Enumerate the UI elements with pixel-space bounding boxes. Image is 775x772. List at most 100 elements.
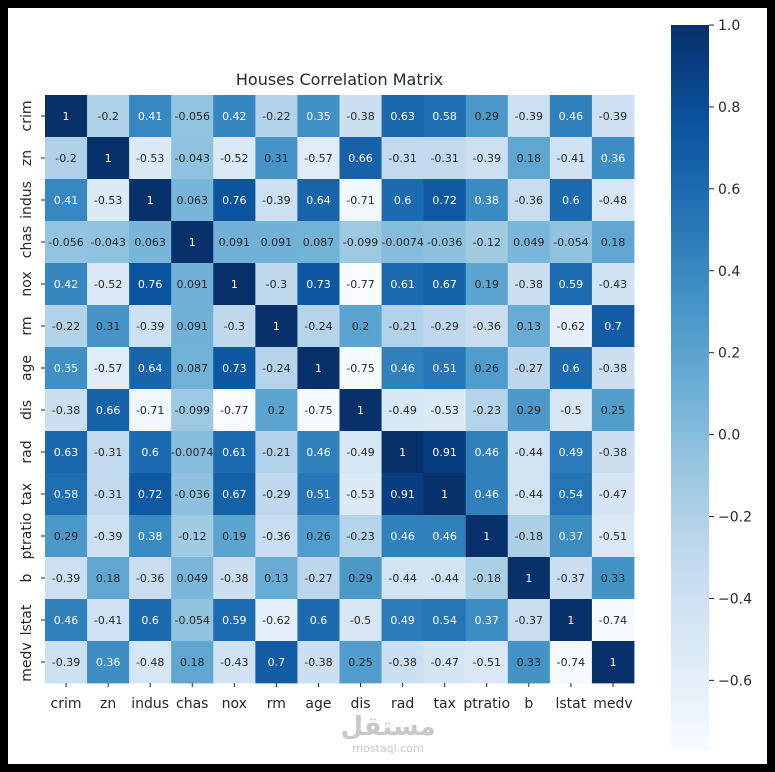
x-tick-label: zn [100,696,116,712]
cell-value-label: 0.087 [177,362,209,375]
cell-value-label: -0.36 [136,572,164,585]
cell-value-label: -0.43 [220,656,248,669]
heatmap-cell [339,473,382,516]
cell-value-label: -0.44 [515,488,543,501]
heatmap-cell [381,515,425,558]
cell-value-label: 0.73 [222,362,247,375]
cell-value-label: 0.091 [261,236,293,249]
heatmap-cell [465,221,509,264]
cell-value-label: -0.48 [136,656,164,669]
heatmap-cell [129,515,172,558]
cell-value-label: 0.6 [562,362,580,375]
cell-value-label: 0.19 [475,278,500,291]
heatmap-cell [45,347,88,390]
cell-value-label: -0.62 [262,614,290,627]
heatmap-cell [591,221,635,264]
cell-value-label: 0.51 [432,362,457,375]
heatmap-cell [171,347,214,390]
heatmap-cell [87,347,130,390]
heatmap-cell [87,95,130,138]
heatmap-cell [465,473,509,516]
y-tick-label: b [19,573,35,582]
heatmap-cell [171,137,214,180]
cell-value-label: 0.2 [352,320,370,333]
heatmap-cell [549,641,593,684]
heatmap-cell [465,95,509,138]
heatmap-cell [339,347,382,390]
y-tick-label: dis [19,400,35,420]
heatmap-cell [465,137,509,180]
heatmap-cell [549,221,593,264]
heatmap-cell [549,557,593,600]
cell-value-label: 0.091 [177,278,209,291]
heatmap-cell [591,305,635,348]
heatmap-cell [129,305,172,348]
cell-value-label: 0.18 [601,236,626,249]
y-tick-labels: crim zn indus chas nox rm age dis rad tax ptratio b… [19,101,45,682]
cell-value-label: 1 [399,446,406,459]
heatmap-cell [339,389,382,432]
cell-value-label: 0.64 [306,194,331,207]
heatmap-cell [87,599,130,642]
cell-value-label: 0.46 [475,488,500,501]
heatmap-cell [255,515,298,558]
cell-value-label: -0.53 [346,488,374,501]
heatmap-cell [423,431,467,474]
cell-value-label: -0.38 [388,656,416,669]
heatmap-cell [129,137,172,180]
cell-value-label: 1 [357,404,364,417]
cell-value-label: -0.23 [473,404,501,417]
heatmap-cell [297,515,340,558]
cell-value-label: 0.29 [475,110,500,123]
heatmap-cell [423,95,467,138]
cell-value-label: 0.46 [54,614,79,627]
heatmap-cell [591,641,635,684]
heatmap-cell [171,515,214,558]
cell-value-label: 0.35 [306,110,331,123]
cell-value-label: 1 [147,194,154,207]
heatmap-cell [87,431,130,474]
cell-value-label: 0.29 [517,404,542,417]
heatmap-cell [255,557,298,600]
cell-value-label: 0.19 [222,530,247,543]
cell-value-label: -0.22 [52,320,80,333]
heatmap-cell [591,599,635,642]
heatmap-cell [213,515,256,558]
heatmap-cell [213,599,256,642]
heatmap-cell [45,557,88,600]
heatmap-cell [507,641,551,684]
cell-value-label: -0.52 [94,278,122,291]
heatmap-cell [591,263,635,306]
cell-value-label: -0.036 [175,488,210,501]
cell-value-label: -0.39 [473,152,501,165]
cell-value-label: 0.13 [264,572,289,585]
heatmap-cell [465,599,509,642]
heatmap-cell [255,221,298,264]
heatmap-cell [129,641,172,684]
cell-value-label: -0.36 [515,194,543,207]
cell-value-label: 0.049 [177,572,209,585]
cell-value-label: 0.25 [601,404,626,417]
heatmap-cell [129,389,172,432]
cell-value-label: 0.58 [54,488,79,501]
heatmap-cell [507,557,551,600]
x-tick-label: tax [434,696,456,712]
cell-value-label: -0.31 [94,446,122,459]
cell-value-label: 0.36 [96,656,121,669]
heatmap-cell [255,347,298,390]
cell-value-label: 1 [567,614,574,627]
cell-value-label: 0.46 [432,530,457,543]
heatmap-cell [213,305,256,348]
heatmap-cell [507,515,551,558]
cell-value-label: 0.6 [394,194,412,207]
cell-value-label: 0.091 [177,320,209,333]
cell-value-label: 0.42 [222,110,247,123]
heatmap-cell [45,515,88,558]
heatmap-cell [45,221,88,264]
cell-value-label: -0.44 [430,572,458,585]
x-tick-label: lstat [556,696,587,712]
heatmap-cell [507,389,551,432]
cell-value-label: -0.39 [136,320,164,333]
cell-value-label: 1 [63,110,70,123]
cell-value-label: -0.043 [175,152,210,165]
